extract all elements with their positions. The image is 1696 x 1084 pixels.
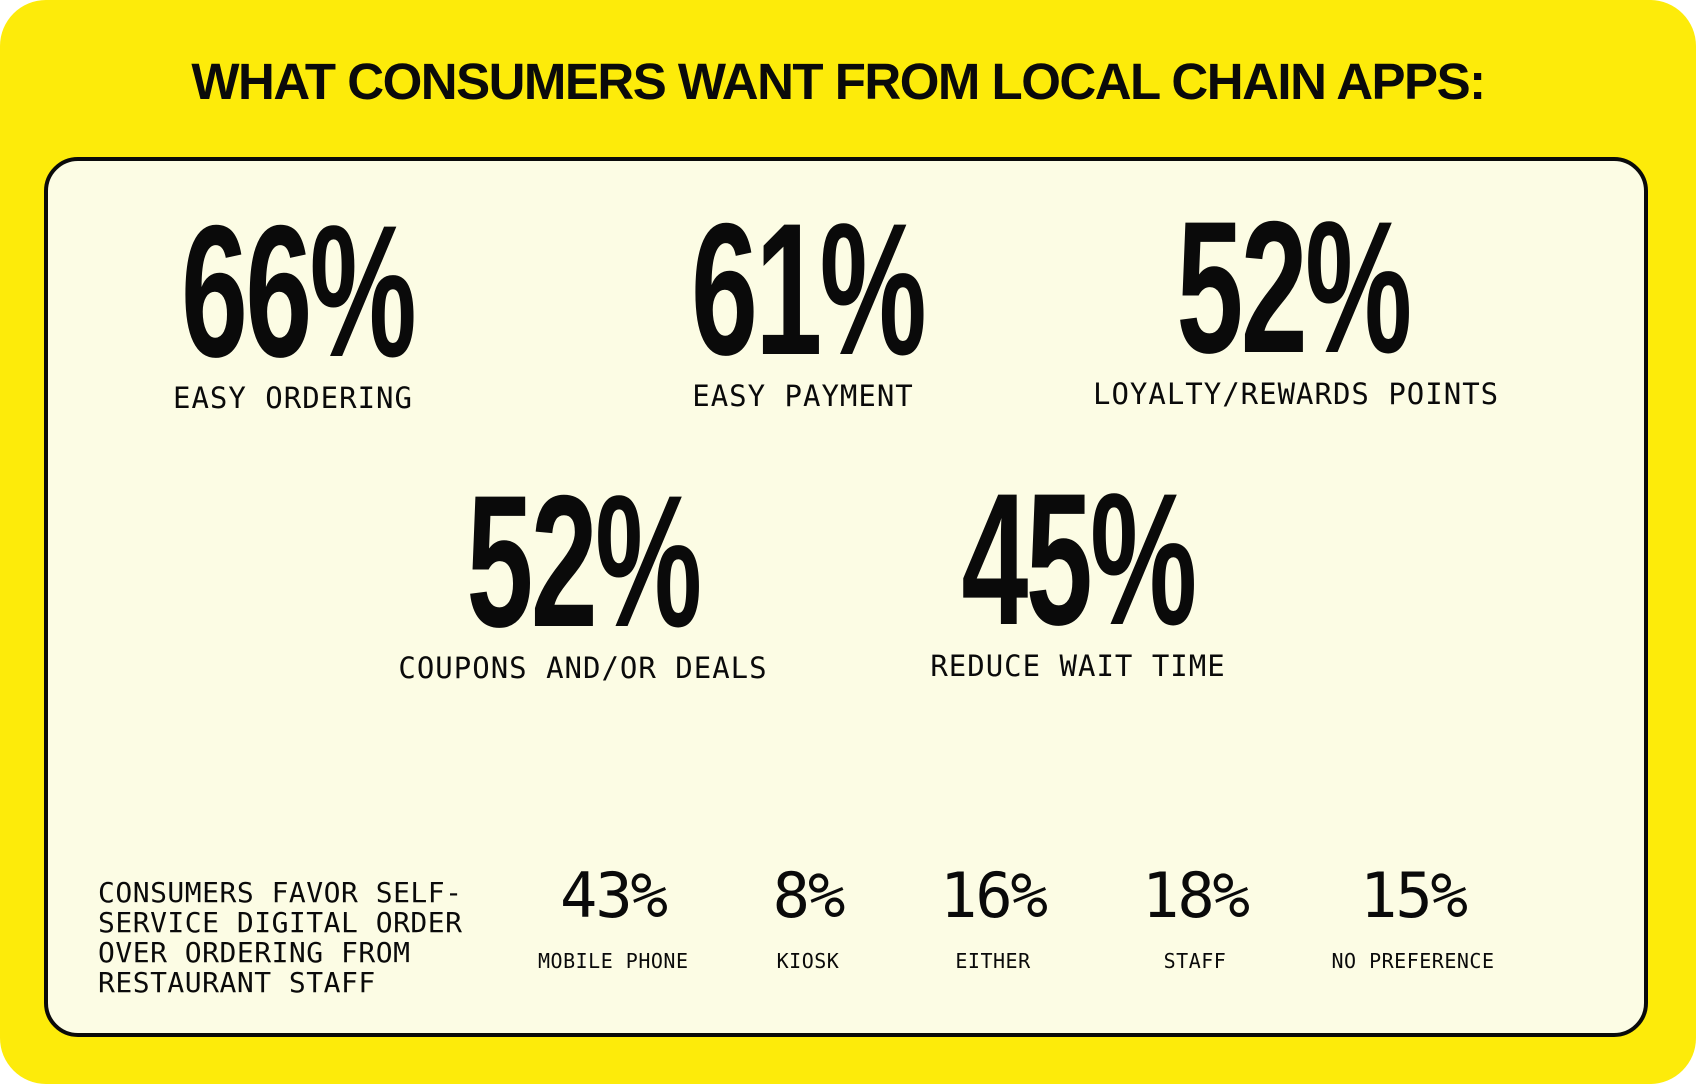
preference-no-preference: 15% NO PREFERENCE bbox=[1298, 859, 1528, 973]
preference-value: 8% bbox=[772, 859, 846, 932]
stat-coupons-deals: 52% COUPONS AND/OR DEALS bbox=[383, 456, 783, 685]
stat-label: LOYALTY/REWARDS POINTS bbox=[1093, 377, 1500, 411]
stat-easy-ordering: 66% EASY ORDERING bbox=[118, 186, 468, 415]
preference-label: STAFF bbox=[1163, 949, 1227, 973]
preference-title-line: RESTAURANT STAFF bbox=[98, 966, 376, 999]
preference-value: 15% bbox=[1360, 859, 1468, 932]
preference-value: 16% bbox=[940, 859, 1048, 932]
preference-title-line: SERVICE DIGITAL ORDER bbox=[98, 906, 463, 939]
preference-title-line: OVER ORDERING FROM bbox=[98, 936, 411, 969]
preference-title: CONSUMERS FAVOR SELF- SERVICE DIGITAL OR… bbox=[98, 878, 463, 998]
stat-loyalty-rewards: 52% LOYALTY/REWARDS POINTS bbox=[1093, 182, 1500, 411]
preference-either: 16% EITHER bbox=[918, 859, 1068, 973]
preference-value: 43% bbox=[560, 859, 668, 932]
preference-label: KIOSK bbox=[776, 949, 840, 973]
stat-reduce-wait-time: 45% REDUCE WAIT TIME bbox=[878, 454, 1278, 683]
stat-easy-payment: 61% EASY PAYMENT bbox=[628, 184, 978, 413]
preference-title-line: CONSUMERS FAVOR SELF- bbox=[98, 876, 463, 909]
stat-value: 52% bbox=[1176, 182, 1412, 392]
stat-value: 66% bbox=[181, 186, 417, 396]
stat-label: REDUCE WAIT TIME bbox=[930, 649, 1226, 683]
stat-value: 52% bbox=[466, 456, 702, 666]
stat-label: EASY PAYMENT bbox=[692, 379, 914, 413]
preference-value: 18% bbox=[1142, 859, 1250, 932]
preference-label: EITHER bbox=[955, 949, 1031, 973]
preference-label: NO PREFERENCE bbox=[1331, 949, 1495, 973]
preference-mobile-phone: 43% MOBILE PHONE bbox=[538, 859, 689, 973]
stat-value: 45% bbox=[961, 454, 1197, 664]
preference-staff: 18% STAFF bbox=[1120, 859, 1270, 973]
stat-label: EASY ORDERING bbox=[173, 381, 413, 415]
preference-kiosk: 8% KIOSK bbox=[748, 859, 868, 973]
stat-label: COUPONS AND/OR DEALS bbox=[398, 651, 768, 685]
page-title: WHAT CONSUMERS WANT FROM LOCAL CHAIN APP… bbox=[191, 53, 1486, 110]
preference-label: MOBILE PHONE bbox=[538, 949, 689, 973]
stat-value: 61% bbox=[691, 184, 927, 394]
stats-card: 66% EASY ORDERING 61% EASY PAYMENT 52% L… bbox=[44, 157, 1648, 1037]
